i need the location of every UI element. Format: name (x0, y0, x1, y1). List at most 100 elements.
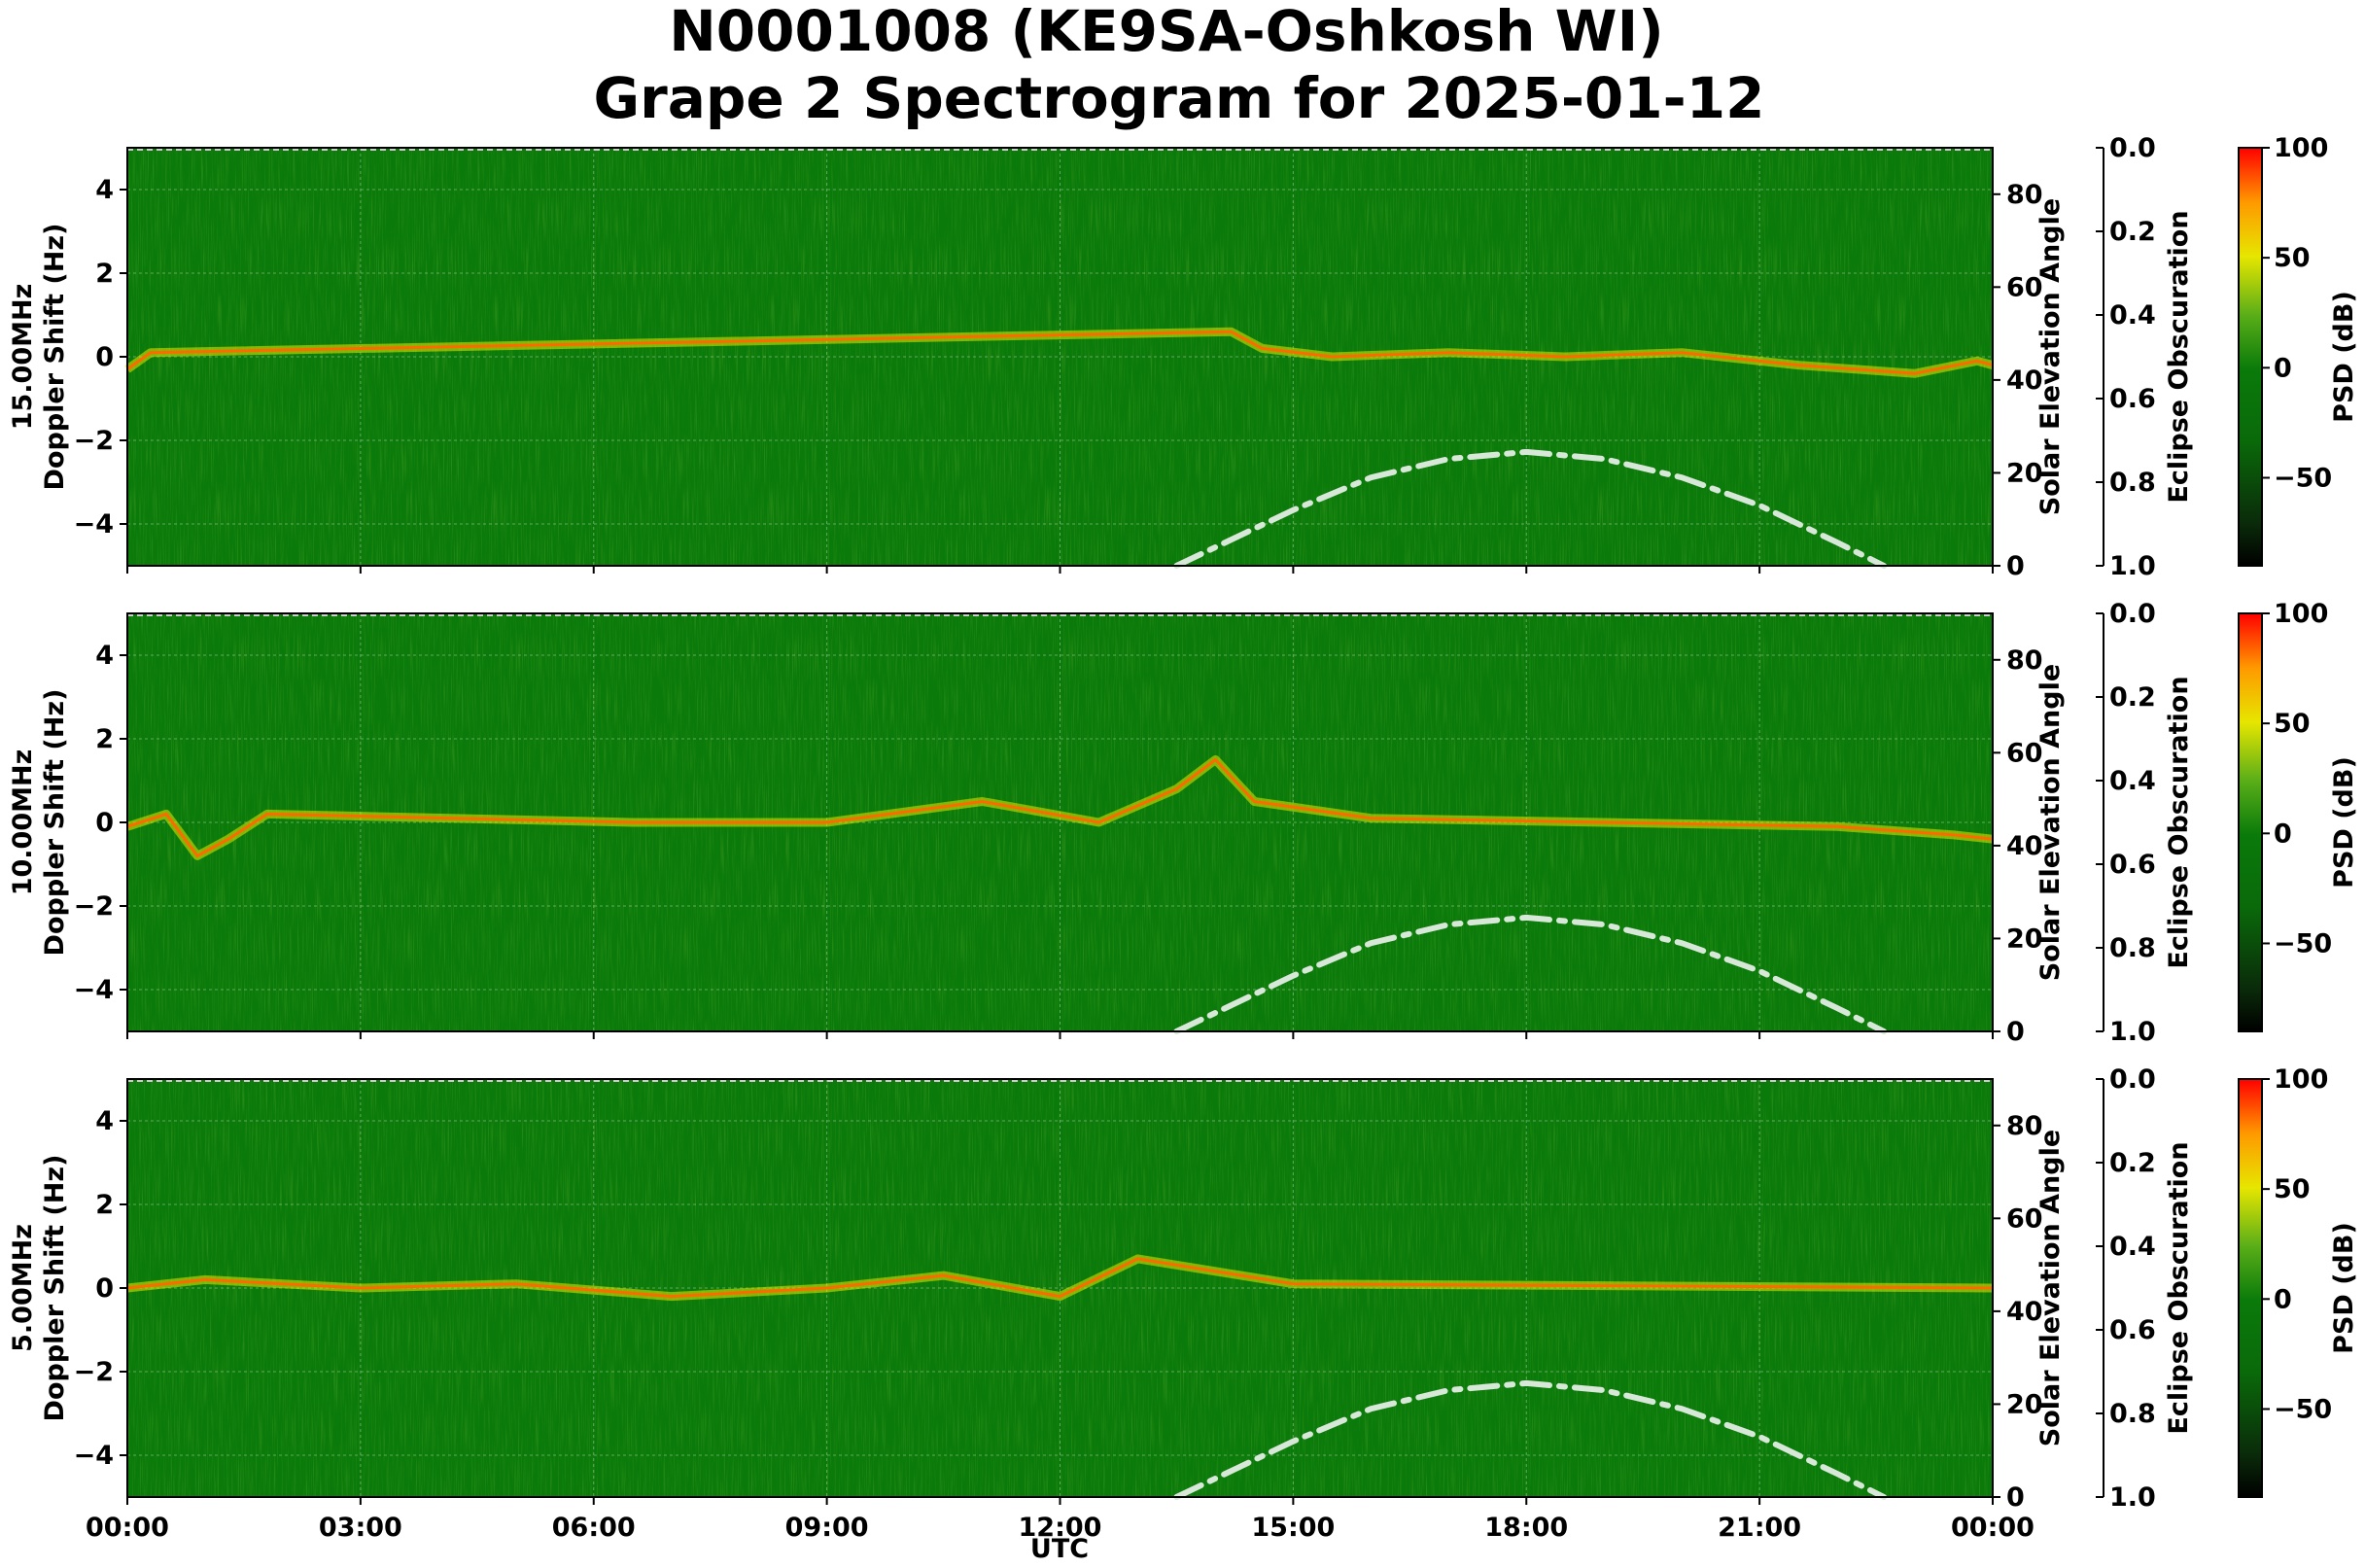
psd-colorbar (2238, 1078, 2263, 1498)
solar-tick-label: 40 (2006, 1297, 2043, 1327)
doppler-axis-label: Doppler Shift (Hz) (40, 689, 70, 957)
doppler-axis-label: Doppler Shift (Hz) (40, 224, 70, 491)
colorbar-label: PSD (dB) (2329, 1222, 2359, 1354)
eclipse-tick-label: 0.0 (2109, 133, 2156, 163)
solar-elevation-curve (1173, 448, 1888, 569)
solar-axis-label: Solar Elevation Angle (2035, 664, 2066, 981)
panel-2: 420−2−45.00MHz Doppler Shift (Hz)80604020… (8, 1064, 2359, 1543)
x-tick-label: 00:00 (1951, 1513, 2035, 1543)
eclipse-tick-label: 0.2 (2109, 682, 2156, 713)
solar-tick-label: 0 (2006, 1017, 2025, 1047)
solar-tick-label: 60 (2006, 1203, 2043, 1234)
solar-tick-label: 0 (2006, 551, 2025, 581)
colorbar-tick-label: 100 (2274, 1064, 2328, 1095)
solar-tick-label: 40 (2006, 831, 2043, 861)
eclipse-tick-label: 0.4 (2109, 766, 2156, 796)
solar-tick-label: 0 (2006, 1482, 2025, 1513)
eclipse-tick-label: 0.2 (2109, 217, 2156, 247)
solar-axis-label: Solar Elevation Angle (2035, 1130, 2066, 1446)
solar-tick-label: 60 (2006, 272, 2043, 302)
colorbar-tick-label: 0 (2274, 819, 2292, 849)
doppler-axis-label: Doppler Shift (Hz) (40, 1155, 70, 1422)
doppler-tick-label: 0 (95, 342, 114, 372)
eclipse-axis-label: Eclipse Obscuration (2164, 1141, 2194, 1434)
colorbar-tick-label: −50 (2274, 463, 2332, 493)
eclipse-tick-label: 0.8 (2109, 1399, 2156, 1429)
eclipse-tick-label: 0.6 (2109, 384, 2156, 414)
colorbar-tick-label: −50 (2274, 928, 2332, 958)
colorbar-tick-label: −50 (2274, 1394, 2332, 1424)
panel-1: 420−2−410.00MHz Doppler Shift (Hz)8060402… (8, 599, 2359, 1047)
eclipse-tick-label: 0.8 (2109, 468, 2156, 498)
colorbar-label: PSD (dB) (2329, 756, 2359, 889)
doppler-tick-label: −4 (74, 509, 114, 540)
doppler-tick-label: 2 (95, 259, 114, 289)
carrier-trace (126, 1257, 1994, 1299)
colorbar-tick-label: 50 (2274, 243, 2311, 273)
x-axis-label: UTC (1030, 1534, 1089, 1564)
x-tick-label: 00:00 (86, 1513, 169, 1543)
eclipse-tick-label: 1.0 (2109, 1482, 2156, 1513)
psd-colorbar (2238, 147, 2263, 567)
eclipse-axis-label: Eclipse Obscuration (2164, 676, 2194, 968)
colorbar-label: PSD (dB) (2329, 291, 2359, 423)
panel-0: 420−2−415.00MHz Doppler Shift (Hz)8060402… (8, 133, 2359, 581)
colorbar-tick-label: 0 (2274, 1284, 2292, 1314)
x-tick-label: 09:00 (785, 1513, 869, 1543)
x-tick-label: 06:00 (552, 1513, 636, 1543)
solar-tick-label: 20 (2006, 923, 2043, 954)
eclipse-tick-label: 0.2 (2109, 1148, 2156, 1178)
doppler-tick-label: −2 (74, 891, 114, 922)
doppler-tick-label: −2 (74, 1357, 114, 1387)
eclipse-tick-label: 0.6 (2109, 850, 2156, 880)
colorbar-tick-label: 0 (2274, 353, 2292, 383)
x-tick-label: 21:00 (1718, 1513, 1801, 1543)
solar-tick-label: 80 (2006, 645, 2043, 676)
solar-tick-label: 40 (2006, 366, 2043, 396)
carrier-trace (126, 330, 1994, 375)
x-tick-label: 12:00 (1019, 1513, 1102, 1543)
x-tick-label: 03:00 (319, 1513, 402, 1543)
colorbar-tick-label: 50 (2274, 709, 2311, 739)
doppler-tick-label: −4 (74, 975, 114, 1005)
solar-tick-label: 60 (2006, 738, 2043, 768)
eclipse-tick-label: 0.8 (2109, 933, 2156, 963)
x-tick-label: 18:00 (1484, 1513, 1568, 1543)
eclipse-tick-label: 1.0 (2109, 1017, 2156, 1047)
psd-colorbar (2238, 612, 2263, 1032)
eclipse-tick-label: 0.0 (2109, 599, 2156, 629)
doppler-tick-label: 4 (95, 641, 114, 671)
doppler-tick-label: −4 (74, 1441, 114, 1471)
doppler-tick-label: 2 (95, 1190, 114, 1220)
panel-frequency-label: 10.00MHz (8, 749, 38, 896)
solar-tick-label: 20 (2006, 458, 2043, 488)
eclipse-tick-label: 1.0 (2109, 551, 2156, 581)
doppler-tick-label: 0 (95, 1273, 114, 1304)
colorbar-tick-label: 100 (2274, 599, 2328, 629)
panel-frequency-label: 5.00MHz (8, 1224, 38, 1352)
solar-elevation-curve (1173, 914, 1888, 1034)
colorbar-tick-label: 50 (2274, 1174, 2311, 1204)
panel-frequency-label: 15.00MHz (8, 284, 38, 431)
eclipse-tick-label: 0.0 (2109, 1064, 2156, 1095)
doppler-tick-label: 0 (95, 808, 114, 838)
solar-tick-label: 80 (2006, 1111, 2043, 1141)
solar-tick-label: 80 (2006, 180, 2043, 210)
solar-tick-label: 20 (2006, 1389, 2043, 1419)
panels-layer: 420−2−415.00MHz Doppler Shift (Hz)8060402… (8, 133, 2359, 1543)
eclipse-tick-label: 0.6 (2109, 1315, 2156, 1345)
solar-elevation-curve (1173, 1379, 1888, 1500)
chart-title-line2: Grape 2 Spectrogram for 2025-01-12 (594, 65, 1765, 131)
doppler-tick-label: −2 (74, 426, 114, 456)
x-tick-label: 15:00 (1251, 1513, 1335, 1543)
doppler-tick-label: 4 (95, 175, 114, 205)
colorbar-tick-label: 100 (2274, 133, 2328, 163)
eclipse-tick-label: 0.4 (2109, 300, 2156, 331)
doppler-tick-label: 4 (95, 1106, 114, 1136)
chart-title-line1: N0001008 (KE9SA-Oshkosh WI) (669, 0, 1663, 64)
doppler-tick-label: 2 (95, 724, 114, 754)
carrier-trace (126, 758, 1994, 857)
eclipse-tick-label: 0.4 (2109, 1232, 2156, 1262)
eclipse-axis-label: Eclipse Obscuration (2164, 210, 2194, 503)
